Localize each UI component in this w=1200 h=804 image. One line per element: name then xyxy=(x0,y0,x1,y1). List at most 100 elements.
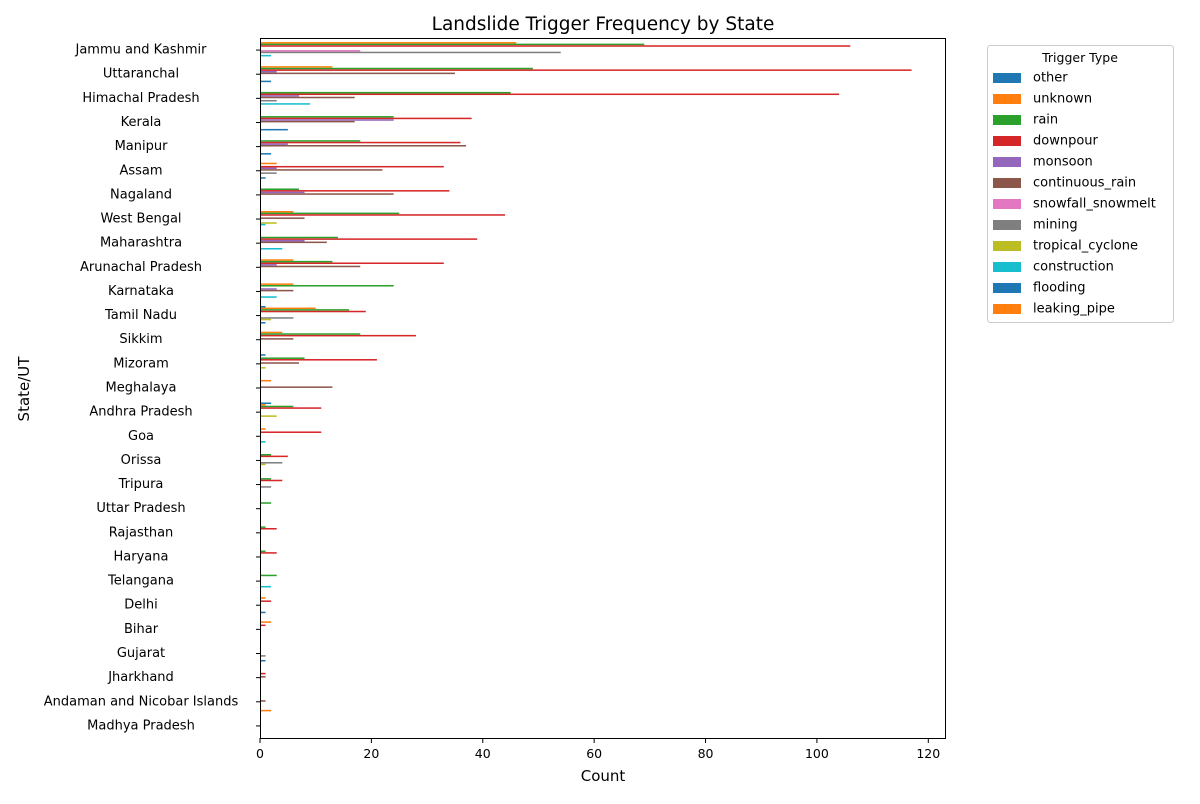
bar-rain-tripura xyxy=(260,478,272,480)
bar-downpour-bihar xyxy=(260,624,266,627)
bar-monsoon-assam xyxy=(260,167,277,170)
bar-downpour-uttaranchal xyxy=(260,69,912,71)
bar-flooding-uttaranchal xyxy=(260,80,272,83)
legend-swatch-continuous-rain xyxy=(993,178,1021,188)
bar-flooding-delhi xyxy=(260,611,266,614)
y-tick-label: Tamil Nadu xyxy=(104,308,177,323)
bar-rain-karnataka xyxy=(260,285,394,287)
y-tick-label: Karnataka xyxy=(108,284,174,299)
series-flooding xyxy=(260,80,288,662)
bar-continuous-rain-himachal-pradesh xyxy=(260,96,355,99)
bar-leaking-pipe-andaman-and-nicobar-islands xyxy=(260,709,272,712)
y-tick-label: Delhi xyxy=(124,598,157,613)
y-tick-label: Andhra Pradesh xyxy=(89,405,192,420)
bar-unknown-goa xyxy=(260,428,266,430)
bar-other-andhra-pradesh xyxy=(260,402,272,405)
y-tick-label: Uttaranchal xyxy=(103,67,179,82)
y-tick-label: Goa xyxy=(128,429,154,444)
legend-label-flooding: flooding xyxy=(1033,281,1085,296)
bar-flooding-tamil-nadu xyxy=(260,322,266,324)
bar-downpour-himachal-pradesh xyxy=(260,93,840,96)
bar-unknown-meghalaya xyxy=(260,379,272,382)
bar-monsoon-uttaranchal xyxy=(260,70,277,73)
legend-swatch-leaking-pipe xyxy=(993,304,1021,314)
bar-snowfall-snowmelt-jammu-and-kashmir xyxy=(260,50,361,52)
y-tick-label: Arunachal Pradesh xyxy=(80,260,202,275)
bar-rain-andhra-pradesh xyxy=(260,405,294,408)
legend-title: Trigger Type xyxy=(1041,50,1118,65)
bar-monsoon-nagaland xyxy=(260,191,305,194)
bar-continuous-rain-karnataka xyxy=(260,289,294,292)
bar-rain-manipur xyxy=(260,140,361,142)
series-mining xyxy=(260,51,561,657)
bar-rain-jammu-and-kashmir xyxy=(260,43,645,46)
bar-rain-himachal-pradesh xyxy=(260,91,511,94)
legend-swatch-snowfall-snowmelt xyxy=(993,199,1021,209)
bar-mining-tamil-nadu xyxy=(260,317,294,319)
bar-continuous-rain-assam xyxy=(260,169,383,171)
bar-downpour-haryana xyxy=(260,552,277,554)
legend-swatch-downpour xyxy=(993,136,1021,146)
x-axis: 0 20 40 60 80 100 120 xyxy=(256,738,940,761)
bar-continuous-rain-uttaranchal xyxy=(260,72,455,75)
bar-rain-arunachal-pradesh xyxy=(260,260,333,263)
legend-label-tropical-cyclone: tropical_cyclone xyxy=(1033,239,1138,254)
legend-label-other: other xyxy=(1033,71,1068,86)
bar-rain-uttaranchal xyxy=(260,67,533,70)
x-tick-label: 120 xyxy=(916,746,940,761)
legend-label-leaking-pipe: leaking_pipe xyxy=(1033,302,1115,317)
bar-rain-maharashtra xyxy=(260,236,338,239)
bar-mining-gujarat xyxy=(260,655,266,657)
bar-downpour-andhra-pradesh xyxy=(260,407,322,409)
bar-tropical-cyclone-orissa xyxy=(260,463,266,466)
y-tick-label: Bihar xyxy=(124,622,159,637)
bar-mining-orissa xyxy=(260,462,283,464)
bar-rain-uttar-pradesh xyxy=(260,502,272,504)
chart-title: Landslide Trigger Frequency by State xyxy=(432,14,775,35)
series-rain xyxy=(260,43,645,577)
y-tick-label: Madhya Pradesh xyxy=(87,718,195,733)
series-other xyxy=(260,305,272,405)
y-tick-label: Kerala xyxy=(121,115,162,130)
plot-area xyxy=(260,42,912,712)
bar-downpour-manipur xyxy=(260,141,461,144)
series-leaking-pipe xyxy=(260,709,272,712)
legend-label-continuous-rain: continuous_rain xyxy=(1033,176,1136,191)
bar-mining-himachal-pradesh xyxy=(260,99,277,102)
bar-flooding-gujarat xyxy=(260,659,266,662)
x-tick-label: 100 xyxy=(805,746,829,761)
bar-downpour-goa xyxy=(260,431,322,433)
y-axis: Jammu and Kashmir Uttaranchal Himachal Pra… xyxy=(44,43,260,733)
bar-flooding-assam xyxy=(260,177,266,179)
legend-items: other unknown rain downpour monsoon continuou… xyxy=(993,71,1156,317)
legend-label-snowfall-snowmelt: snowfall_snowmelt xyxy=(1033,197,1156,212)
legend-label-mining: mining xyxy=(1033,218,1078,233)
y-tick-label: Rajasthan xyxy=(109,525,174,540)
bar-monsoon-kerala xyxy=(260,119,394,121)
bar-downpour-maharashtra xyxy=(260,238,478,240)
bar-tropical-cyclone-tamil-nadu xyxy=(260,318,272,321)
bar-mining-assam xyxy=(260,172,277,174)
bar-monsoon-maharashtra xyxy=(260,239,305,242)
bar-rain-nagaland xyxy=(260,188,299,190)
bar-downpour-rajasthan xyxy=(260,528,277,530)
legend-label-monsoon: monsoon xyxy=(1033,155,1093,170)
y-tick-label: West Bengal xyxy=(100,212,181,227)
series-downpour xyxy=(260,45,912,675)
bar-monsoon-manipur xyxy=(260,143,288,145)
bar-construction-west-bengal xyxy=(260,223,266,226)
y-tick-label: Maharashtra xyxy=(100,236,182,251)
series-tropical-cyclone xyxy=(260,222,277,466)
bar-construction-telangana xyxy=(260,585,272,588)
bar-continuous-rain-andaman-and-nicobar-islands xyxy=(260,700,266,702)
bar-unknown-karnataka xyxy=(260,283,294,285)
bar-continuous-rain-nagaland xyxy=(260,193,394,195)
legend-swatch-flooding xyxy=(993,283,1021,293)
bar-downpour-west-bengal xyxy=(260,214,506,216)
bar-rain-kerala xyxy=(260,116,394,118)
bar-continuous-rain-maharashtra xyxy=(260,241,327,244)
bar-construction-goa xyxy=(260,441,266,443)
y-tick-label: Mizoram xyxy=(113,356,169,371)
